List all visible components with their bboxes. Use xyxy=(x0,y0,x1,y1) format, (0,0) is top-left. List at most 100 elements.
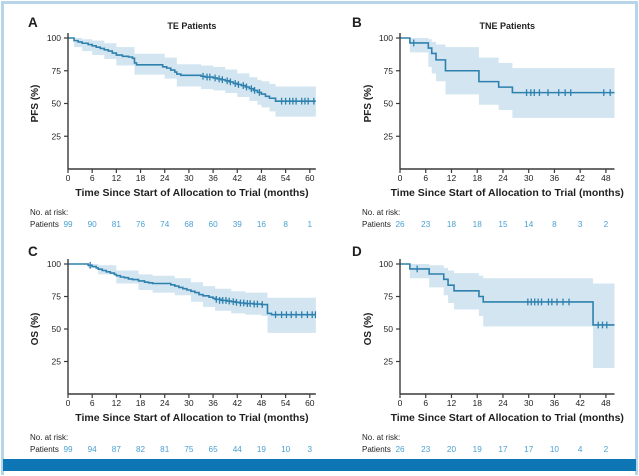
risk-count: 81 xyxy=(112,220,122,229)
risk-row-label: Patients xyxy=(362,220,391,229)
risk-header: No. at risk: xyxy=(362,208,400,217)
panel-c-letter: C xyxy=(28,244,38,259)
y-tick-label: 75 xyxy=(384,292,394,302)
risk-header: No. at risk: xyxy=(30,208,68,217)
risk-count: 18 xyxy=(473,220,483,229)
risk-row-label: Patients xyxy=(362,445,391,454)
risk-count: 19 xyxy=(473,445,483,454)
risk-count: 17 xyxy=(524,445,534,454)
x-tick-label: 24 xyxy=(498,398,508,408)
risk-count: 23 xyxy=(421,220,431,229)
risk-count: 60 xyxy=(209,220,219,229)
risk-count: 10 xyxy=(281,445,291,454)
x-tick-label: 18 xyxy=(472,173,482,183)
panel-d-xlabel: Time Since Start of Allocation to Trial … xyxy=(391,412,624,424)
risk-count: 99 xyxy=(63,220,73,229)
y-tick-label: 25 xyxy=(52,357,62,367)
risk-header: No. at risk: xyxy=(362,433,400,442)
risk-count: 44 xyxy=(233,445,243,454)
risk-count: 8 xyxy=(283,220,288,229)
panel-a-title: TE Patients xyxy=(167,21,216,31)
risk-row-label: Patients xyxy=(30,445,59,454)
panel-a-ylabel: PFS (%) xyxy=(30,85,41,123)
x-tick-label: 12 xyxy=(112,398,122,408)
risk-count: 20 xyxy=(447,445,457,454)
panel-b-survival-curve xyxy=(400,37,615,94)
y-tick-label: 100 xyxy=(47,33,61,43)
risk-count: 3 xyxy=(308,445,313,454)
risk-count: 14 xyxy=(524,220,534,229)
panel-c-confidence-band xyxy=(68,264,316,333)
x-tick-label: 24 xyxy=(498,173,508,183)
risk-count: 82 xyxy=(136,445,146,454)
x-tick-label: 6 xyxy=(90,398,95,408)
risk-count: 8 xyxy=(552,220,557,229)
x-tick-label: 48 xyxy=(257,398,267,408)
y-tick-label: 75 xyxy=(52,292,62,302)
risk-count: 26 xyxy=(395,445,405,454)
x-tick-label: 30 xyxy=(184,173,194,183)
x-tick-label: 42 xyxy=(233,173,243,183)
risk-count: 15 xyxy=(498,220,508,229)
x-tick-label: 42 xyxy=(233,398,243,408)
panel-a-letter: A xyxy=(28,15,38,30)
x-tick-label: 6 xyxy=(423,398,428,408)
x-tick-label: 12 xyxy=(447,398,457,408)
x-tick-label: 12 xyxy=(447,173,457,183)
risk-count: 23 xyxy=(421,445,431,454)
x-tick-label: 36 xyxy=(550,173,560,183)
risk-count: 2 xyxy=(604,220,609,229)
x-tick-label: 18 xyxy=(136,398,146,408)
x-tick-label: 60 xyxy=(305,398,315,408)
panel-c-ylabel: OS (%) xyxy=(30,313,41,346)
risk-count: 76 xyxy=(136,220,146,229)
panel-b-confidence-band xyxy=(400,38,615,118)
risk-count: 65 xyxy=(209,445,219,454)
y-tick-label: 25 xyxy=(384,357,394,367)
panel-d-survival-curve xyxy=(400,263,615,326)
risk-count: 75 xyxy=(184,445,194,454)
panel-c-survival-curve xyxy=(68,263,316,316)
panel-d-letter: D xyxy=(352,244,362,259)
risk-count: 18 xyxy=(447,220,457,229)
y-tick-label: 100 xyxy=(379,259,393,269)
risk-count: 87 xyxy=(112,445,122,454)
risk-count: 1 xyxy=(308,220,313,229)
x-tick-label: 30 xyxy=(184,398,194,408)
x-tick-label: 42 xyxy=(575,173,585,183)
risk-header: No. at risk: xyxy=(30,433,68,442)
panel-a-survival-curve xyxy=(68,37,316,102)
risk-count: 74 xyxy=(160,220,170,229)
y-tick-label: 50 xyxy=(52,324,62,334)
x-tick-label: 30 xyxy=(524,173,534,183)
y-tick-label: 50 xyxy=(52,99,62,109)
x-tick-label: 0 xyxy=(66,173,71,183)
risk-count: 90 xyxy=(88,220,98,229)
panel-d-confidence-band xyxy=(400,264,615,368)
y-tick-label: 75 xyxy=(384,66,394,76)
x-tick-label: 54 xyxy=(281,173,291,183)
x-tick-label: 36 xyxy=(208,398,218,408)
x-tick-label: 6 xyxy=(423,173,428,183)
x-tick-label: 36 xyxy=(550,398,560,408)
y-tick-label: 50 xyxy=(384,99,394,109)
x-tick-label: 24 xyxy=(160,398,170,408)
panel-b-title: TNE Patients xyxy=(479,21,535,31)
risk-count: 16 xyxy=(257,220,267,229)
panel-b-letter: B xyxy=(352,15,362,30)
x-tick-label: 36 xyxy=(208,173,218,183)
risk-count: 2 xyxy=(604,445,609,454)
x-tick-label: 12 xyxy=(112,173,122,183)
risk-count: 39 xyxy=(233,220,243,229)
y-tick-label: 50 xyxy=(384,324,394,334)
x-tick-label: 48 xyxy=(601,173,611,183)
x-tick-label: 18 xyxy=(472,398,482,408)
risk-count: 10 xyxy=(550,445,560,454)
x-tick-label: 48 xyxy=(257,173,267,183)
x-tick-label: 18 xyxy=(136,173,146,183)
panel-c-xlabel: Time Since Start of Allocation to Trial … xyxy=(75,412,308,424)
risk-count: 26 xyxy=(395,220,405,229)
panel-a-xlabel: Time Since Start of Allocation to Trial … xyxy=(75,187,308,199)
